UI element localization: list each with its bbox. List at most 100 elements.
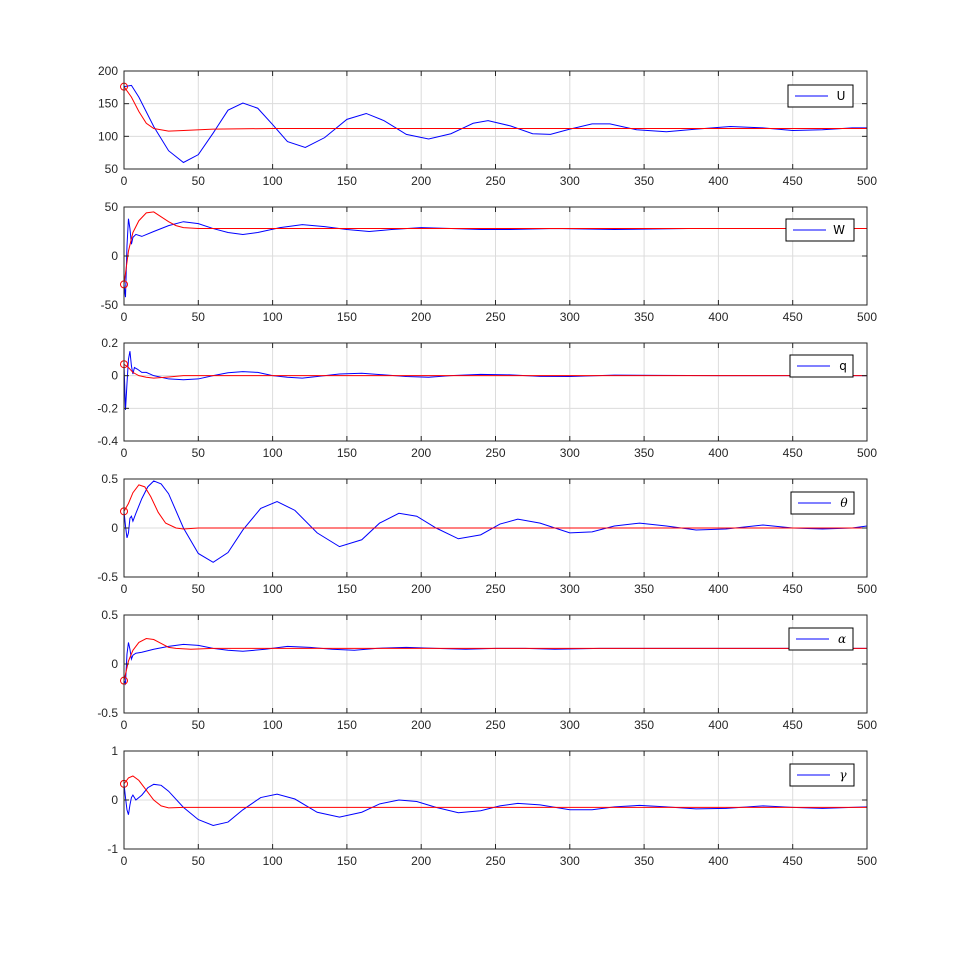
y-tick-label: -0.4	[97, 434, 118, 448]
x-tick-label: 100	[263, 446, 283, 460]
legend: U	[787, 84, 854, 108]
x-tick-label: 300	[560, 446, 580, 460]
x-tick-label: 300	[560, 174, 580, 188]
series-line-red	[124, 775, 867, 809]
x-tick-label: 500	[857, 582, 877, 596]
x-tick-label: 0	[121, 174, 128, 188]
x-tick-label: 450	[783, 310, 803, 324]
y-tick-label: 1	[111, 744, 118, 758]
x-tick-label: 50	[192, 310, 206, 324]
subplot-q: 0 50 100 150 200 250 300 350 400 450 500 -0.4 -0.2 0 0…	[97, 336, 877, 460]
x-tick-label: 400	[708, 582, 728, 596]
legend: γ	[789, 763, 855, 787]
series-line-blue	[124, 783, 867, 827]
legend-label: W	[833, 223, 845, 237]
y-tick-label: 200	[98, 64, 118, 78]
legend-label: α	[838, 632, 846, 646]
x-tick-label: 300	[560, 854, 580, 868]
legend-label: q	[839, 359, 847, 373]
y-tick-label: 0	[111, 521, 118, 535]
x-tick-label: 150	[337, 310, 357, 324]
legend: α	[788, 627, 854, 651]
x-tick-label: 500	[857, 446, 877, 460]
x-tick-label: 400	[708, 310, 728, 324]
x-tick-label: 400	[708, 446, 728, 460]
y-tick-label: 0.5	[101, 472, 118, 486]
x-tick-label: 300	[560, 310, 580, 324]
x-tick-label: 450	[783, 174, 803, 188]
x-tick-label: 350	[634, 718, 654, 732]
x-tick-label: 250	[485, 174, 505, 188]
x-tick-label: 400	[708, 174, 728, 188]
x-tick-label: 100	[263, 718, 283, 732]
y-tick-label: -0.5	[97, 706, 118, 720]
x-tick-label: 450	[783, 582, 803, 596]
subplot-alpha: 0 50 100 150 200 250 300 350 400 450 500-0.500.5α	[97, 608, 877, 732]
x-tick-label: 0	[121, 718, 128, 732]
x-tick-label: 100	[263, 582, 283, 596]
y-tick-label: -0.2	[97, 401, 118, 415]
subplot-theta: 0 50 100 150 200 250 300 350 400 450 500-0.500.5θ	[97, 472, 877, 596]
y-tick-label: -1	[107, 842, 118, 856]
legend-label: γ	[839, 768, 847, 782]
series-line-blue	[124, 218, 867, 298]
y-tick-label: -50	[101, 298, 119, 312]
x-tick-label: 300	[560, 582, 580, 596]
x-tick-label: 400	[708, 854, 728, 868]
x-tick-label: 200	[411, 718, 431, 732]
x-tick-label: 250	[485, 854, 505, 868]
x-tick-label: 150	[337, 582, 357, 596]
x-tick-label: 200	[411, 582, 431, 596]
x-tick-label: 350	[634, 446, 654, 460]
x-tick-label: 150	[337, 446, 357, 460]
x-tick-label: 100	[263, 854, 283, 868]
x-tick-label: 250	[485, 718, 505, 732]
x-tick-label: 350	[634, 582, 654, 596]
x-tick-label: 350	[634, 854, 654, 868]
x-tick-label: 300	[560, 718, 580, 732]
subplot-U: 0 50 100 150 200 250 300 350 400 450 5005010015020…	[98, 64, 877, 188]
x-tick-label: 150	[337, 718, 357, 732]
x-tick-label: 0	[121, 582, 128, 596]
y-tick-label: 0.2	[101, 336, 118, 350]
x-tick-label: 200	[411, 854, 431, 868]
x-tick-label: 0	[121, 854, 128, 868]
legend-label: θ	[840, 496, 848, 510]
x-tick-label: 500	[857, 174, 877, 188]
y-tick-label: 0	[111, 249, 118, 263]
x-tick-label: 350	[634, 310, 654, 324]
x-tick-label: 50	[192, 854, 206, 868]
x-tick-label: 200	[411, 174, 431, 188]
x-tick-label: 450	[783, 718, 803, 732]
x-tick-label: 250	[485, 582, 505, 596]
x-tick-label: 0	[121, 310, 128, 324]
x-tick-label: 50	[192, 582, 206, 596]
x-tick-label: 350	[634, 174, 654, 188]
x-tick-label: 250	[485, 446, 505, 460]
x-tick-label: 100	[263, 310, 283, 324]
x-tick-label: 250	[485, 310, 505, 324]
x-tick-label: 200	[411, 446, 431, 460]
y-tick-label: 0	[111, 369, 118, 383]
x-tick-label: 500	[857, 854, 877, 868]
series-line-blue	[124, 480, 867, 563]
series-line-red	[124, 638, 867, 681]
legend: q	[789, 354, 854, 378]
legend: θ	[790, 491, 855, 515]
x-tick-label: 150	[337, 174, 357, 188]
x-tick-label: 500	[857, 310, 877, 324]
x-tick-label: 200	[411, 310, 431, 324]
y-tick-label: 50	[105, 162, 119, 176]
legend-label: U	[837, 89, 846, 103]
y-tick-label: 0	[111, 793, 118, 807]
x-tick-label: 150	[337, 854, 357, 868]
y-tick-label: 0	[111, 657, 118, 671]
series-line-red	[124, 484, 867, 530]
x-tick-label: 50	[192, 446, 206, 460]
x-tick-label: 500	[857, 718, 877, 732]
y-tick-label: 0.5	[101, 608, 118, 622]
x-tick-label: 50	[192, 174, 206, 188]
